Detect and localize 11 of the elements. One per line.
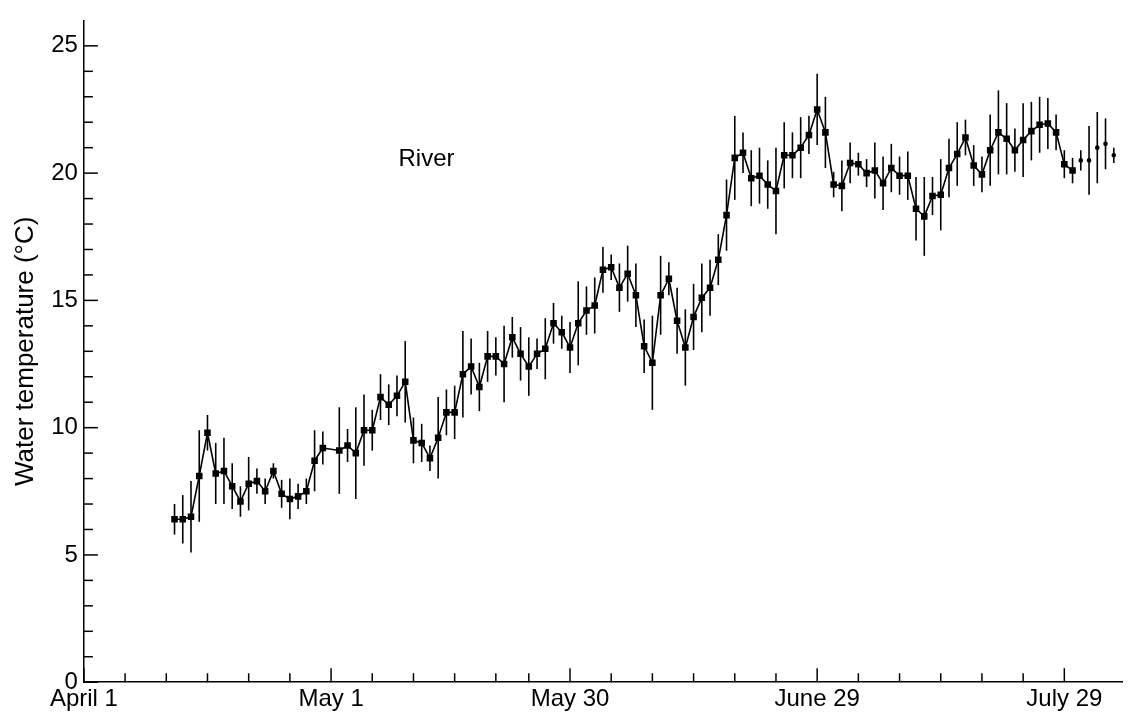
x-tick-label: June 29 xyxy=(774,684,860,712)
y-axis-title: Water temperature (°C) xyxy=(8,216,39,487)
y-tick-label: 5 xyxy=(64,539,78,567)
y-tick-label: 15 xyxy=(51,285,78,313)
y-tick-label: 10 xyxy=(51,412,78,440)
y-tick-label: 25 xyxy=(51,30,78,58)
y-tick-label: 20 xyxy=(51,157,78,185)
x-tick-label: May 30 xyxy=(530,684,610,712)
x-tick-label: May 1 xyxy=(298,684,364,712)
annotation: River xyxy=(398,144,455,171)
x-tick-label: July 29 xyxy=(1026,684,1103,712)
